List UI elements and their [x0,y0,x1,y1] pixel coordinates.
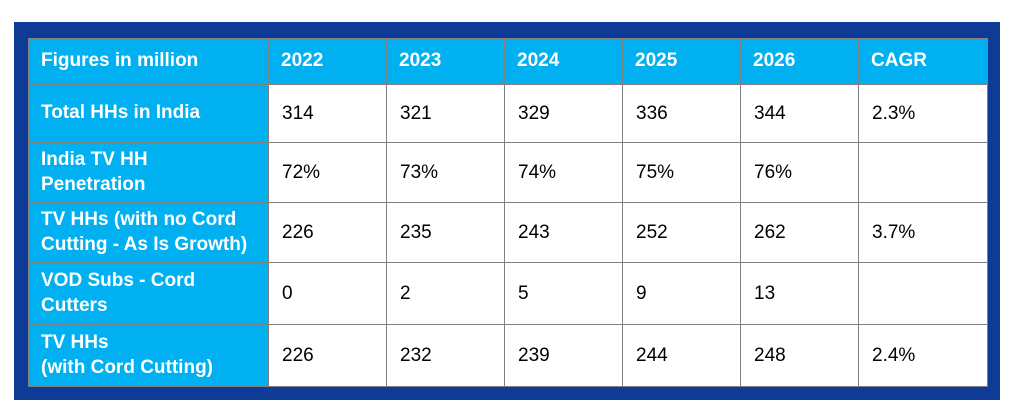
value-cell: 243 [504,202,623,263]
row-label: VOD Subs - Cord Cutters [28,262,269,325]
value-cell: 226 [268,202,387,263]
value-cell: 232 [386,324,505,387]
column-header-2025: 2025 [622,38,741,85]
table-row: TV HHs (with Cord Cutting) 226 232 239 2… [28,324,988,387]
cagr-cell [858,142,988,203]
corner-header: Figures in million [28,38,269,85]
value-cell: 329 [504,84,623,143]
table-row: VOD Subs - Cord Cutters 0 2 5 9 13 [28,262,988,325]
cagr-cell [858,262,988,325]
value-cell: 344 [740,84,859,143]
table-row: India TV HH Penetration 72% 73% 74% 75% … [28,142,988,203]
row-label: TV HHs (with no Cord Cutting - As Is Gro… [28,202,269,263]
column-header-2024: 2024 [504,38,623,85]
column-header-2026: 2026 [740,38,859,85]
value-cell: 252 [622,202,741,263]
table-row: TV HHs (with no Cord Cutting - As Is Gro… [28,202,988,263]
value-cell: 74% [504,142,623,203]
row-label: India TV HH Penetration [28,142,269,203]
row-label: TV HHs (with Cord Cutting) [28,324,269,387]
value-cell: 72% [268,142,387,203]
value-cell: 75% [622,142,741,203]
column-header-cagr: CAGR [858,38,988,85]
value-cell: 248 [740,324,859,387]
column-header-2022: 2022 [268,38,387,85]
figures-table: Figures in million 2022 2023 2024 2025 2… [28,38,988,387]
value-cell: 73% [386,142,505,203]
table-row: Total HHs in India 314 321 329 336 344 2… [28,84,988,143]
value-cell: 9 [622,262,741,325]
column-header-2023: 2023 [386,38,505,85]
value-cell: 262 [740,202,859,263]
value-cell: 244 [622,324,741,387]
cagr-cell: 3.7% [858,202,988,263]
value-cell: 76% [740,142,859,203]
value-cell: 239 [504,324,623,387]
cagr-cell: 2.3% [858,84,988,143]
value-cell: 13 [740,262,859,325]
table-frame: Figures in million 2022 2023 2024 2025 2… [14,22,1000,400]
value-cell: 2 [386,262,505,325]
header-row: Figures in million 2022 2023 2024 2025 2… [28,38,988,85]
value-cell: 321 [386,84,505,143]
value-cell: 0 [268,262,387,325]
value-cell: 314 [268,84,387,143]
value-cell: 5 [504,262,623,325]
cagr-cell: 2.4% [858,324,988,387]
value-cell: 235 [386,202,505,263]
value-cell: 336 [622,84,741,143]
row-label: Total HHs in India [28,84,269,143]
value-cell: 226 [268,324,387,387]
